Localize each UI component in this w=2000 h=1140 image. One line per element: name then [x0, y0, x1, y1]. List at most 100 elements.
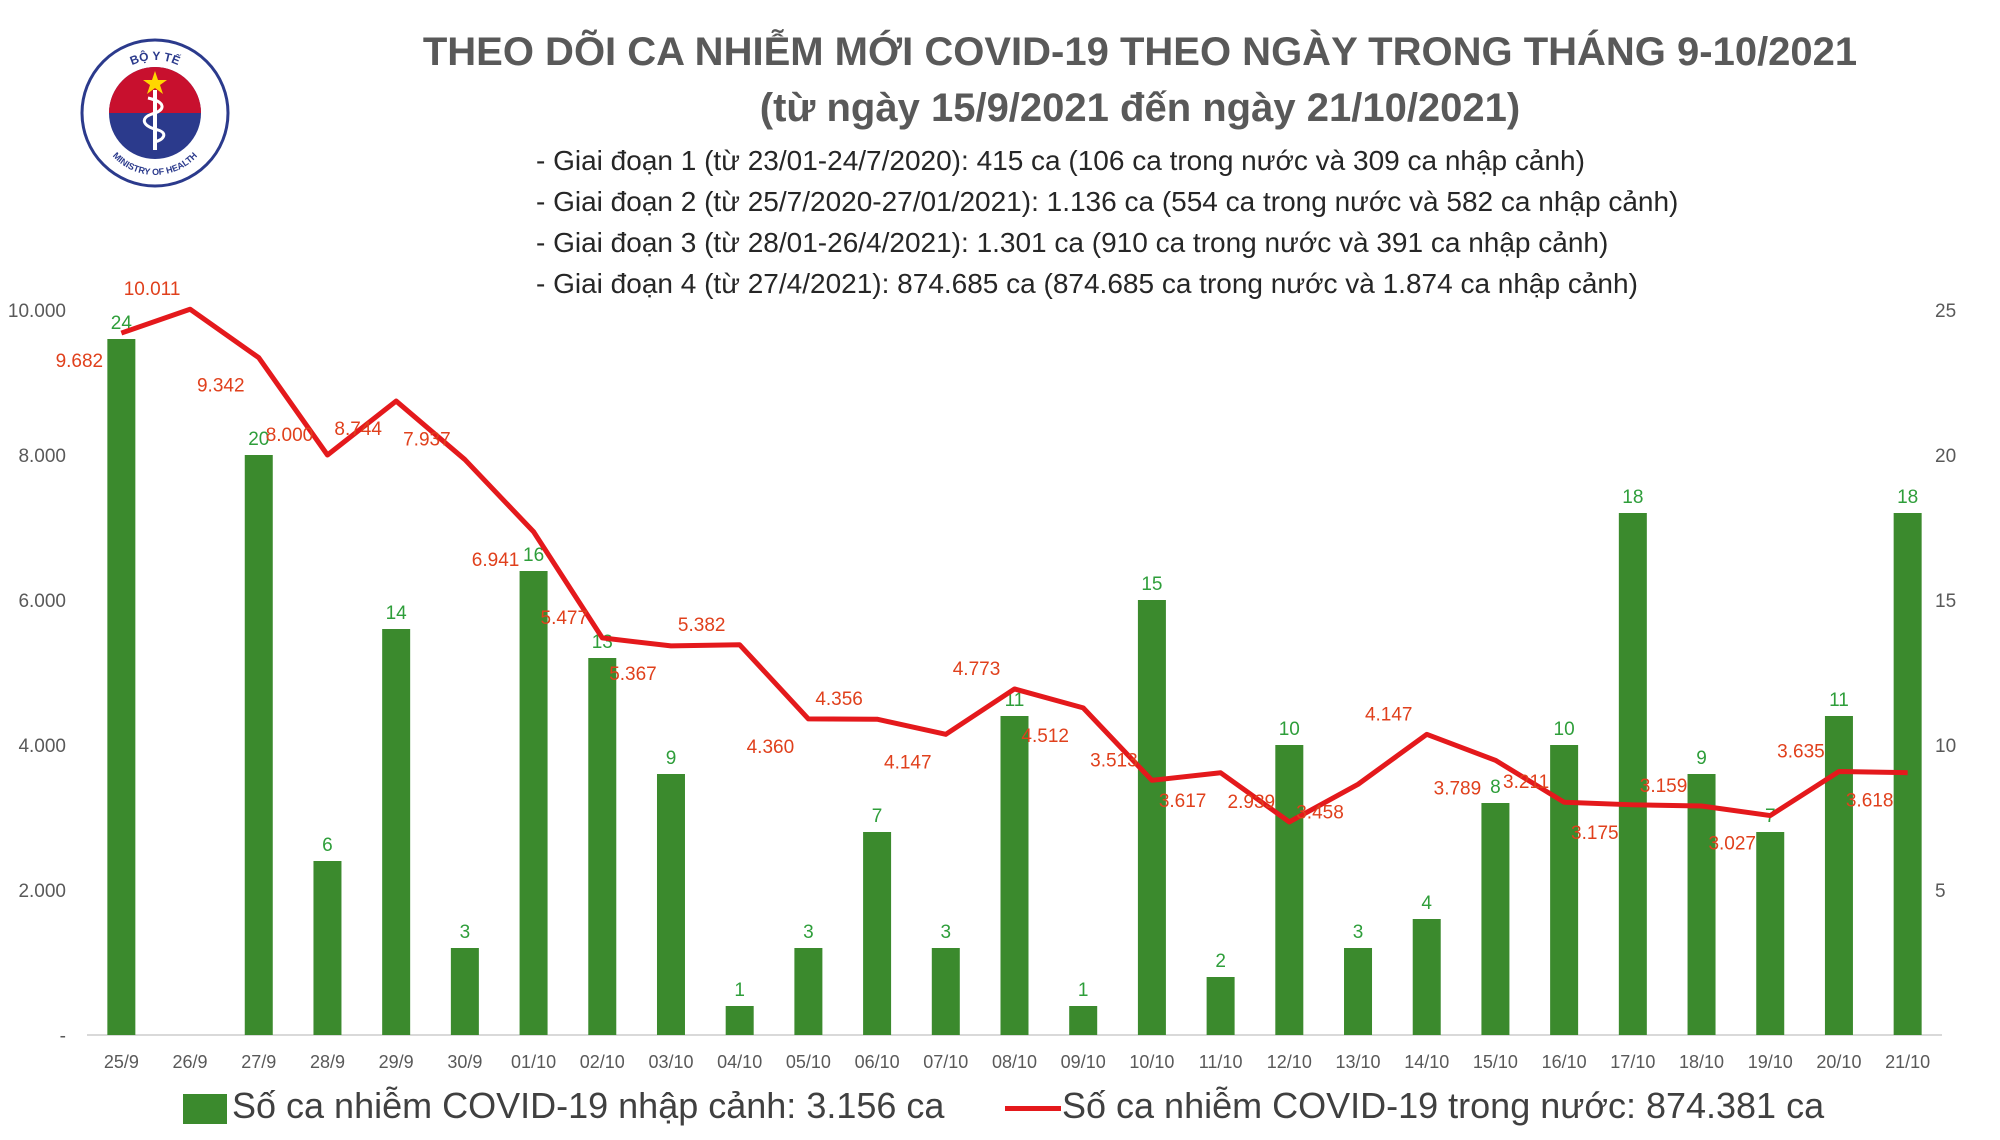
line-data-label: 3.458	[1296, 802, 1344, 823]
bar-data-label: 1	[1078, 980, 1089, 1001]
phase-3-summary: - Giai đoạn 3 (từ 28/01-26/4/2021): 1.30…	[536, 227, 1609, 258]
bar-data-label: 3	[803, 922, 814, 943]
phase-1-summary: - Giai đoạn 1 (từ 23/01-24/7/2020): 415 …	[536, 145, 1585, 176]
x-axis-tick-label: 13/10	[1335, 1052, 1380, 1072]
x-axis-tick-label: 01/10	[511, 1052, 556, 1072]
left-axis-tick-label: 8.000	[18, 446, 66, 467]
line-data-label: 3.617	[1159, 791, 1207, 812]
line-data-label: 3.211	[1503, 772, 1549, 793]
x-axis-tick-label: 12/10	[1267, 1052, 1312, 1072]
x-axis-tick-label: 04/10	[717, 1052, 762, 1072]
bar	[1344, 948, 1373, 1035]
line-data-label: 2.939	[1228, 792, 1276, 813]
line-data-label: 4.360	[747, 737, 795, 758]
bar-data-label: 1	[734, 980, 745, 1001]
legend-bar-swatch	[183, 1094, 227, 1124]
x-axis-tick-label: 08/10	[992, 1052, 1037, 1072]
bar	[863, 832, 892, 1035]
bar	[1000, 716, 1029, 1035]
bar	[1069, 1006, 1098, 1035]
line-data-label: 9.682	[56, 351, 104, 372]
domestic-cases-line	[120, 306, 1908, 825]
bar-data-label: 4	[1421, 893, 1432, 914]
bar-data-label: 15	[1141, 574, 1162, 595]
x-axis-tick-label: 20/10	[1816, 1052, 1861, 1072]
bar	[1687, 774, 1716, 1035]
bar-data-label: 9	[666, 748, 677, 769]
logo-top-text: BỘ Y TẾ	[128, 48, 183, 68]
line-data-label: 4.512	[1021, 726, 1069, 747]
bar-data-label: 11	[1829, 690, 1849, 711]
line-data-label: 3.175	[1571, 823, 1619, 844]
right-axis-tick-label: 5	[1935, 881, 1946, 902]
bar-data-label: 18	[1622, 487, 1643, 508]
line-data-label: 4.147	[884, 752, 932, 773]
bar	[1550, 745, 1579, 1035]
x-axis-tick-label: 10/10	[1129, 1052, 1174, 1072]
x-axis-tick-label: 18/10	[1679, 1052, 1724, 1072]
chart-title: THEO DÕI CA NHIỄM MỚI COVID-19 THEO NGÀY…	[422, 30, 1858, 74]
right-axis-tick-label: 20	[1935, 446, 1956, 467]
bar	[1756, 832, 1785, 1035]
legend-line-label: Số ca nhiễm COVID-19 trong nước: 874.381…	[1062, 1085, 1825, 1126]
x-axis-tick-label: 25/9	[104, 1052, 139, 1072]
chart-subtitle: (từ ngày 15/9/2021 đến ngày 21/10/2021)	[759, 86, 1521, 130]
line-data-label: 8.744	[334, 419, 382, 440]
x-axis-tick-label: 16/10	[1542, 1052, 1587, 1072]
x-axis-tick-label: 19/10	[1748, 1052, 1793, 1072]
bar-data-label: 10	[1554, 719, 1575, 740]
bar	[656, 774, 685, 1035]
legend-line-swatch	[1005, 1106, 1061, 1111]
phase-4-summary: - Giai đoạn 4 (từ 27/4/2021): 874.685 ca…	[536, 268, 1638, 299]
left-axis-tick-label: 10.000	[8, 301, 66, 322]
bar-data-label: 9	[1696, 748, 1707, 769]
line-data-label: 3.513	[1090, 750, 1138, 771]
bar-data-label: 7	[872, 806, 883, 827]
bar-data-label: 18	[1897, 487, 1918, 508]
bar	[244, 455, 273, 1035]
x-axis-tick-label: 14/10	[1404, 1052, 1449, 1072]
bar	[450, 948, 479, 1035]
bar-data-label: 6	[322, 835, 333, 856]
x-axis-tick-label: 27/9	[241, 1052, 276, 1072]
bar-data-label: 3	[460, 922, 471, 943]
bar	[1412, 919, 1441, 1035]
right-axis-tick-label: 10	[1935, 736, 1956, 757]
x-axis-tick-label: 26/9	[173, 1052, 208, 1072]
bar	[313, 861, 342, 1035]
line-data-label: 3.027	[1708, 834, 1756, 855]
x-axis-tick-label: 15/10	[1473, 1052, 1518, 1072]
x-axis-tick-label: 07/10	[923, 1052, 968, 1072]
x-axis-tick-label: 21/10	[1885, 1052, 1930, 1072]
bar-data-label: 3	[1353, 922, 1364, 943]
line-data-label: 5.382	[678, 615, 726, 636]
bar-data-label: 3	[941, 922, 952, 943]
legend-bar-label: Số ca nhiễm COVID-19 nhập cảnh: 3.156 ca	[232, 1085, 945, 1126]
ministry-of-health-logo: BỘ Y TẾ MINISTRY OF HEALTH	[80, 38, 230, 188]
x-axis-tick-label: 09/10	[1061, 1052, 1106, 1072]
line-data-label: 3.159	[1640, 776, 1688, 797]
svg-text:BỘ Y TẾ: BỘ Y TẾ	[128, 48, 183, 68]
bar-data-label: 2	[1215, 951, 1226, 972]
line-data-label: 5.477	[541, 608, 589, 629]
x-axis-tick-label: 05/10	[786, 1052, 831, 1072]
bar	[1275, 745, 1304, 1035]
line-data-label: 5.367	[609, 664, 657, 685]
bar	[1618, 513, 1647, 1035]
x-axis-tick-label: 03/10	[648, 1052, 693, 1072]
left-axis-tick-label: -	[60, 1026, 66, 1047]
right-axis-tick-label: 15	[1935, 591, 1956, 612]
bar	[382, 629, 411, 1035]
bar	[588, 658, 617, 1035]
line-data-label: 7.937	[403, 430, 451, 451]
line-data-label: 9.342	[197, 376, 245, 397]
bar	[794, 948, 823, 1035]
bar-data-label: 11	[1005, 690, 1025, 711]
line-data-label: 3.635	[1777, 741, 1825, 762]
right-axis-tick-label: 25	[1935, 301, 1956, 322]
line-data-label: 10.011	[124, 279, 181, 300]
bar	[1481, 803, 1510, 1035]
bar-data-label: 20	[248, 429, 269, 450]
x-axis-tick-label: 11/10	[1199, 1052, 1243, 1072]
